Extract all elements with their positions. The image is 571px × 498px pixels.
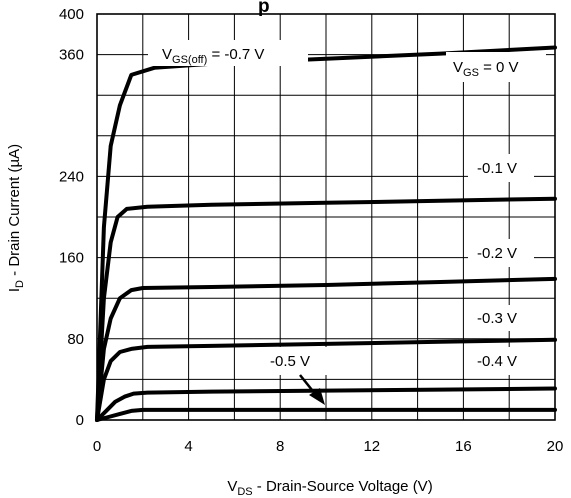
title-fragment: p bbox=[258, 0, 270, 17]
label-m04: -0.4 V bbox=[477, 353, 517, 370]
label-bg-m04 bbox=[468, 347, 534, 375]
series-line-3 bbox=[95, 337, 557, 422]
x-tick-label: 8 bbox=[276, 438, 284, 455]
label-m02: -0.2 V bbox=[477, 245, 517, 262]
y-tick-label: 80 bbox=[67, 331, 84, 348]
label-vgs0: VGS = 0 V bbox=[453, 59, 519, 79]
x-tick-label: 20 bbox=[547, 438, 564, 455]
x-tick-label: 12 bbox=[363, 438, 380, 455]
y-tick-label: 160 bbox=[59, 250, 84, 267]
label-bg-m05 bbox=[262, 347, 328, 375]
x-tick-label: 0 bbox=[93, 438, 101, 455]
y-tick-label: 400 bbox=[59, 6, 84, 23]
label-m03: -0.3 V bbox=[477, 310, 517, 327]
label-m01: -0.1 V bbox=[477, 160, 517, 177]
arrow-m05-head bbox=[309, 388, 325, 405]
plot-frame bbox=[96, 13, 556, 421]
curves bbox=[95, 45, 557, 422]
y-tick-label: 0 bbox=[76, 412, 84, 429]
y-axis-label: ID - Drain Current (µA) bbox=[6, 144, 26, 292]
x-tick-label: 4 bbox=[184, 438, 192, 455]
series-line-5 bbox=[95, 407, 557, 422]
series-line-2 bbox=[95, 276, 557, 422]
label-bg-m02 bbox=[468, 239, 534, 267]
arrow-m05-shaft bbox=[299, 374, 317, 396]
series-line-4 bbox=[95, 386, 557, 422]
label-bg-vgs0 bbox=[446, 52, 546, 82]
series-line-0 bbox=[95, 45, 557, 422]
x-tick-label: 16 bbox=[455, 438, 472, 455]
label-m05: -0.5 V bbox=[270, 353, 310, 370]
tick-labels: 0 4 8 12 16 20 0 80 160 240 360 400 bbox=[59, 6, 563, 455]
y-tick-label: 360 bbox=[59, 47, 84, 64]
label-bg-m01 bbox=[468, 154, 534, 182]
label-bg-vgs-off bbox=[148, 40, 308, 66]
x-axis-label: VDS - Drain-Source Voltage (V) bbox=[227, 478, 432, 498]
series-line-1 bbox=[95, 196, 557, 422]
label-bg-m03 bbox=[468, 305, 534, 331]
label-vgs-off: VGS(off) = -0.7 V bbox=[162, 46, 264, 66]
y-tick-label: 240 bbox=[59, 168, 84, 185]
